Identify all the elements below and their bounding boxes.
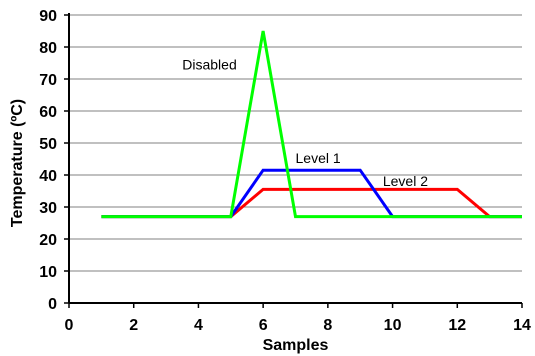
x-axis-label: Samples [263,337,329,354]
grid [69,14,522,272]
series-line-level-2 [101,187,522,219]
tick-labels: 0 10 20 30 40 50 60 70 80 90 0 2 4 6 8 10 12 14 [39,8,531,334]
annotation-level-1: Level 1 [296,150,341,166]
y-tick-label-50: 50 [39,136,57,153]
annotation-disabled: Disabled [182,56,236,72]
series-group [101,30,522,219]
x-tick-label-6: 6 [259,317,268,334]
y-tick-label-40: 40 [39,168,57,185]
y-axis-label: Temperature (ºC) [9,99,26,227]
x-tick-label-0: 0 [65,317,74,334]
annotations: Disabled Level 1 Level 2 [182,56,428,189]
y-tick-label-60: 60 [39,104,57,121]
axes [64,13,523,308]
x-tick-label-2: 2 [129,317,138,334]
series-line-disabled [101,30,522,219]
series-line-level-1 [101,168,522,219]
x-tick-label-10: 10 [384,317,402,334]
y-tick-label-70: 70 [39,72,57,89]
y-tick-label-10: 10 [39,264,57,281]
y-tick-label-30: 30 [39,200,57,217]
y-tick-label-80: 80 [39,40,57,57]
x-tick-label-8: 8 [323,317,332,334]
x-tick-label-14: 14 [513,317,531,334]
y-tick-label-90: 90 [39,8,57,25]
y-tick-label-0: 0 [48,296,57,313]
x-tick-label-4: 4 [194,317,203,334]
y-tick-label-20: 20 [39,232,57,249]
annotation-level-2: Level 2 [383,173,428,189]
x-tick-label-12: 12 [448,317,466,334]
